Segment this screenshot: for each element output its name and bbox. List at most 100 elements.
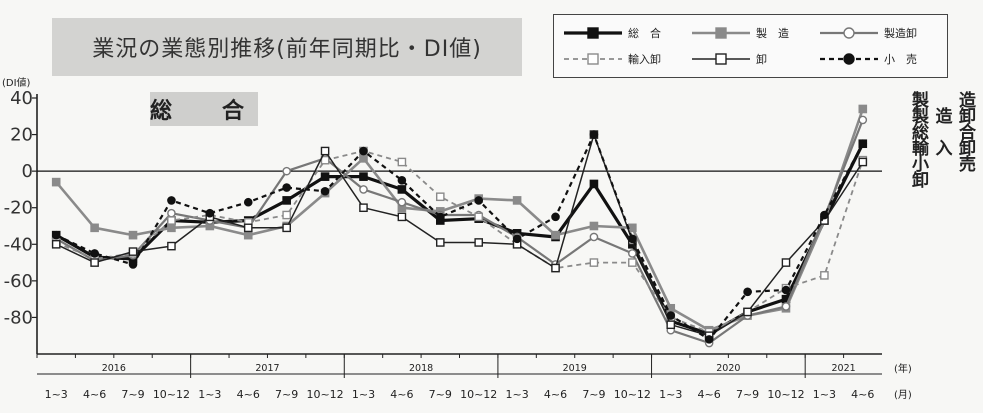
data-point [628, 258, 637, 267]
legend-label: 製造卸 [884, 26, 917, 40]
data-point [704, 335, 714, 344]
y-tick-label: 0 [22, 161, 33, 182]
x-tick-label: 1~3 [352, 388, 375, 401]
x-tick-label: 10~12 [614, 388, 651, 401]
data-point [359, 154, 368, 163]
year-label: 2016 [102, 363, 126, 374]
series-end-labels: 製造製造卸総合輸入卸小売卸 [912, 91, 976, 191]
data-point [781, 258, 791, 267]
x-tick-label: 7~9 [429, 388, 452, 401]
data-point [397, 175, 407, 185]
legend-item-製造: 製 造 [692, 26, 789, 40]
data-point [282, 196, 291, 205]
data-point [589, 258, 599, 267]
data-point [820, 271, 829, 280]
x-tick-label: 4~6 [544, 388, 567, 401]
x-tick-label: 7~9 [121, 388, 144, 401]
data-point [128, 230, 138, 240]
series-end-label: 輸入卸 [912, 139, 976, 159]
data-point [359, 203, 368, 213]
data-point [320, 172, 330, 181]
data-point [512, 196, 522, 205]
data-point [320, 155, 330, 165]
data-point [90, 258, 99, 267]
x-tick-label: 1~3 [45, 388, 68, 401]
data-point [435, 238, 445, 247]
x-tick-label: 1~3 [198, 388, 221, 401]
data-point [51, 177, 61, 187]
legend-item-総合: 総 合 [564, 26, 661, 40]
x-tick-label: 10~12 [306, 388, 343, 401]
data-point [128, 260, 138, 269]
x-tick-label: 10~12 [460, 388, 497, 401]
series-end-label: 卸 [912, 171, 929, 191]
data-point [243, 223, 253, 233]
data-point [282, 183, 291, 192]
legend-label: 輸入卸 [628, 52, 661, 66]
legend-item-製造卸: 製造卸 [820, 26, 917, 40]
year-label: 2020 [716, 363, 740, 374]
y-tick-label: 40 [10, 88, 33, 109]
x-month-unit: (月) [894, 389, 912, 401]
series-end-label: 製造 [912, 91, 976, 111]
legend-item-輸入卸: 輸入卸 [564, 52, 661, 66]
data-point [167, 241, 176, 251]
x-tick-label: 7~9 [736, 388, 759, 401]
data-point [666, 320, 676, 330]
x-tick-label: 1~3 [506, 388, 529, 401]
series-line [55, 133, 864, 341]
data-point [820, 210, 829, 220]
series-line [55, 108, 865, 332]
data-point [282, 223, 291, 233]
x-tick-label: 7~9 [275, 388, 298, 401]
data-point [359, 185, 368, 194]
data-point [397, 157, 407, 167]
legend-item-小売: 小 売 [820, 53, 917, 66]
year-label: 2019 [563, 363, 587, 374]
legend-marker [843, 27, 855, 39]
data-point [397, 197, 407, 207]
x-tick-label: 4~6 [390, 388, 413, 401]
data-point [397, 185, 407, 194]
y-tick-label: -80 [4, 307, 33, 328]
x-tick-label: 1~3 [813, 388, 836, 401]
data-point [589, 221, 599, 231]
data-point [282, 166, 291, 176]
data-point [282, 210, 291, 220]
data-point [781, 302, 791, 311]
data-point [474, 196, 484, 205]
legend-marker [843, 53, 855, 65]
x-tick-label: 1~3 [659, 388, 682, 401]
data-point [167, 208, 176, 218]
data-point [359, 146, 368, 156]
data-point [589, 232, 599, 242]
data-point [628, 223, 637, 233]
series-line [55, 119, 864, 345]
x-tick-label: 4~6 [698, 388, 721, 401]
data-point [51, 230, 61, 240]
y-tick-label: -40 [4, 234, 33, 255]
data-point [435, 192, 445, 202]
series-line [55, 133, 864, 337]
legend-label: 総 合 [628, 26, 661, 40]
data-point [858, 104, 868, 114]
data-point [320, 186, 330, 196]
x-tick-label: 4~6 [83, 388, 106, 401]
data-point [666, 311, 676, 320]
legend-item-卸: 卸 [692, 52, 767, 66]
data-point [551, 230, 560, 240]
series-end-label: 製造卸 [912, 107, 976, 127]
x-tick-label: 10~12 [767, 388, 804, 401]
legend-label: 小 売 [884, 53, 917, 66]
data-point [589, 179, 599, 189]
series-end-label: 小売 [912, 155, 976, 175]
legend-label: 卸 [756, 52, 767, 66]
data-point [167, 223, 176, 233]
series-小売 [51, 130, 868, 344]
data-point [474, 212, 484, 222]
x-tick-label: 10~12 [153, 388, 190, 401]
data-point [858, 139, 868, 149]
data-point [474, 238, 484, 247]
